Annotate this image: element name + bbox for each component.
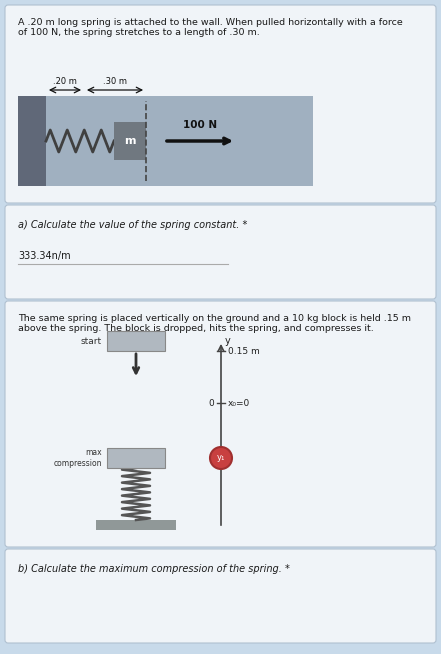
Bar — [107, 331, 165, 351]
Text: b) Calculate the maximum compression of the spring. *: b) Calculate the maximum compression of … — [18, 564, 290, 574]
Text: 100 N: 100 N — [183, 120, 217, 130]
Text: x₀=0: x₀=0 — [228, 398, 250, 407]
Text: The same spring is placed vertically on the ground and a 10 kg block is held .15: The same spring is placed vertically on … — [18, 314, 411, 334]
Bar — [114, 122, 146, 160]
Text: m: m — [124, 136, 136, 146]
Text: 0: 0 — [208, 398, 214, 407]
Text: y: y — [225, 336, 231, 346]
Bar — [96, 520, 176, 530]
Text: max
compression: max compression — [53, 448, 102, 468]
FancyBboxPatch shape — [5, 5, 436, 203]
Text: 333.34n/m: 333.34n/m — [18, 251, 71, 261]
Text: A .20 m long spring is attached to the wall. When pulled horizontally with a for: A .20 m long spring is attached to the w… — [18, 18, 403, 37]
FancyBboxPatch shape — [5, 205, 436, 299]
Bar — [18, 96, 46, 186]
Text: .30 m: .30 m — [103, 77, 127, 86]
Text: 0.15 m: 0.15 m — [228, 347, 260, 356]
Bar — [18, 96, 313, 186]
Text: .20 m: .20 m — [53, 77, 77, 86]
Text: y₁: y₁ — [217, 453, 225, 462]
Circle shape — [210, 447, 232, 469]
FancyBboxPatch shape — [5, 549, 436, 643]
Text: a) Calculate the value of the spring constant. *: a) Calculate the value of the spring con… — [18, 220, 247, 230]
Text: start: start — [81, 337, 102, 345]
FancyBboxPatch shape — [5, 301, 436, 547]
Bar — [107, 448, 165, 468]
